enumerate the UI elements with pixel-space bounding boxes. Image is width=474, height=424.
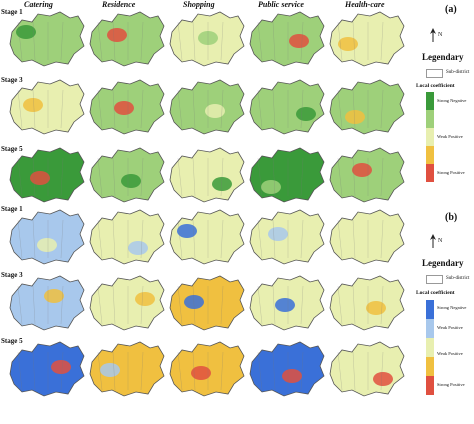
map-thumbnail <box>169 275 245 331</box>
legend-title-a: Legendary <box>422 52 464 62</box>
map-thumbnail <box>9 79 85 135</box>
map-thumbnail <box>169 79 245 135</box>
map-thumbnail <box>329 79 405 135</box>
legend-sub-district-swatch-a <box>426 69 443 78</box>
legend-color-segment <box>426 300 434 319</box>
row-label-b-stage5: Stage 5 <box>1 337 23 345</box>
map-thumbnail <box>89 11 165 67</box>
map-thumbnail <box>89 275 165 331</box>
north-label-a: N <box>438 32 443 38</box>
legend-sub-district-a: Sub-district <box>446 70 470 75</box>
map-thumbnail <box>249 147 325 203</box>
row-label-b-stage1: Stage 1 <box>1 205 23 213</box>
map-thumbnail <box>329 11 405 67</box>
legend-item-b-weak-positive-1: Weak Positive <box>437 325 463 330</box>
legend-color-segment <box>426 128 434 146</box>
legend-color-segment <box>426 110 434 128</box>
map-thumbnail <box>329 147 405 203</box>
legend-color-segment <box>426 319 434 338</box>
column-header-residence: Residence <box>102 0 136 9</box>
map-thumbnail <box>89 209 165 265</box>
column-header-public-service: Public service <box>258 0 304 9</box>
legend-coef-title-b: Local coefficient <box>416 290 455 296</box>
column-header-catering: Catering <box>24 0 53 9</box>
legend-sub-district-swatch-b <box>426 275 443 284</box>
map-thumbnail <box>89 147 165 203</box>
legend-item-b-strong-positive: Strong Positive <box>437 382 465 387</box>
legend-title-b: Legendary <box>422 258 464 268</box>
legend-item-a-weak-positive: Weak Positive <box>437 134 463 139</box>
map-thumbnail <box>9 147 85 203</box>
legend-color-segment <box>426 146 434 164</box>
row-label-b-stage3: Stage 3 <box>1 271 23 279</box>
row-label-a-stage1: Stage 1 <box>1 8 23 16</box>
map-thumbnail <box>89 79 165 135</box>
map-thumbnail <box>249 11 325 67</box>
legend-color-segment <box>426 164 434 182</box>
legend-item-b-weak-positive-2: Weak Positive <box>437 351 463 356</box>
map-thumbnail <box>9 275 85 331</box>
legend-color-segment <box>426 357 434 376</box>
legend-color-segment <box>426 338 434 357</box>
north-label-b: N <box>438 238 443 244</box>
map-thumbnail <box>9 341 85 397</box>
panel-label-a: (a) <box>445 4 457 15</box>
map-thumbnail <box>9 209 85 265</box>
map-thumbnail <box>169 209 245 265</box>
legend-item-a-strong-positive: Strong Positive <box>437 170 465 175</box>
map-thumbnail <box>249 275 325 331</box>
column-header-shopping: Shopping <box>183 0 215 9</box>
row-label-a-stage3: Stage 3 <box>1 76 23 84</box>
map-thumbnail <box>169 147 245 203</box>
legend-color-segment <box>426 376 434 395</box>
north-arrow-icon-b <box>427 234 443 252</box>
map-thumbnail <box>329 341 405 397</box>
legend-item-b-strong-negative: Strong Negative <box>437 305 467 310</box>
legend-item-a-strong-negative: Strong Negative <box>437 98 467 103</box>
map-thumbnail <box>249 209 325 265</box>
map-thumbnail <box>89 341 165 397</box>
map-thumbnail <box>169 341 245 397</box>
map-thumbnail <box>249 79 325 135</box>
legend-sub-district-b: Sub-district <box>446 276 470 281</box>
legend-color-segment <box>426 92 434 110</box>
legend-coef-title-a: Local coefficient <box>416 83 455 89</box>
map-thumbnail <box>329 275 405 331</box>
map-thumbnail <box>249 341 325 397</box>
panel-label-b: (b) <box>445 212 458 223</box>
map-thumbnail <box>169 11 245 67</box>
column-header-health-care: Health-care <box>345 0 385 9</box>
row-label-a-stage5: Stage 5 <box>1 145 23 153</box>
map-thumbnail <box>9 11 85 67</box>
map-thumbnail <box>329 209 405 265</box>
north-arrow-icon-a <box>427 28 443 46</box>
